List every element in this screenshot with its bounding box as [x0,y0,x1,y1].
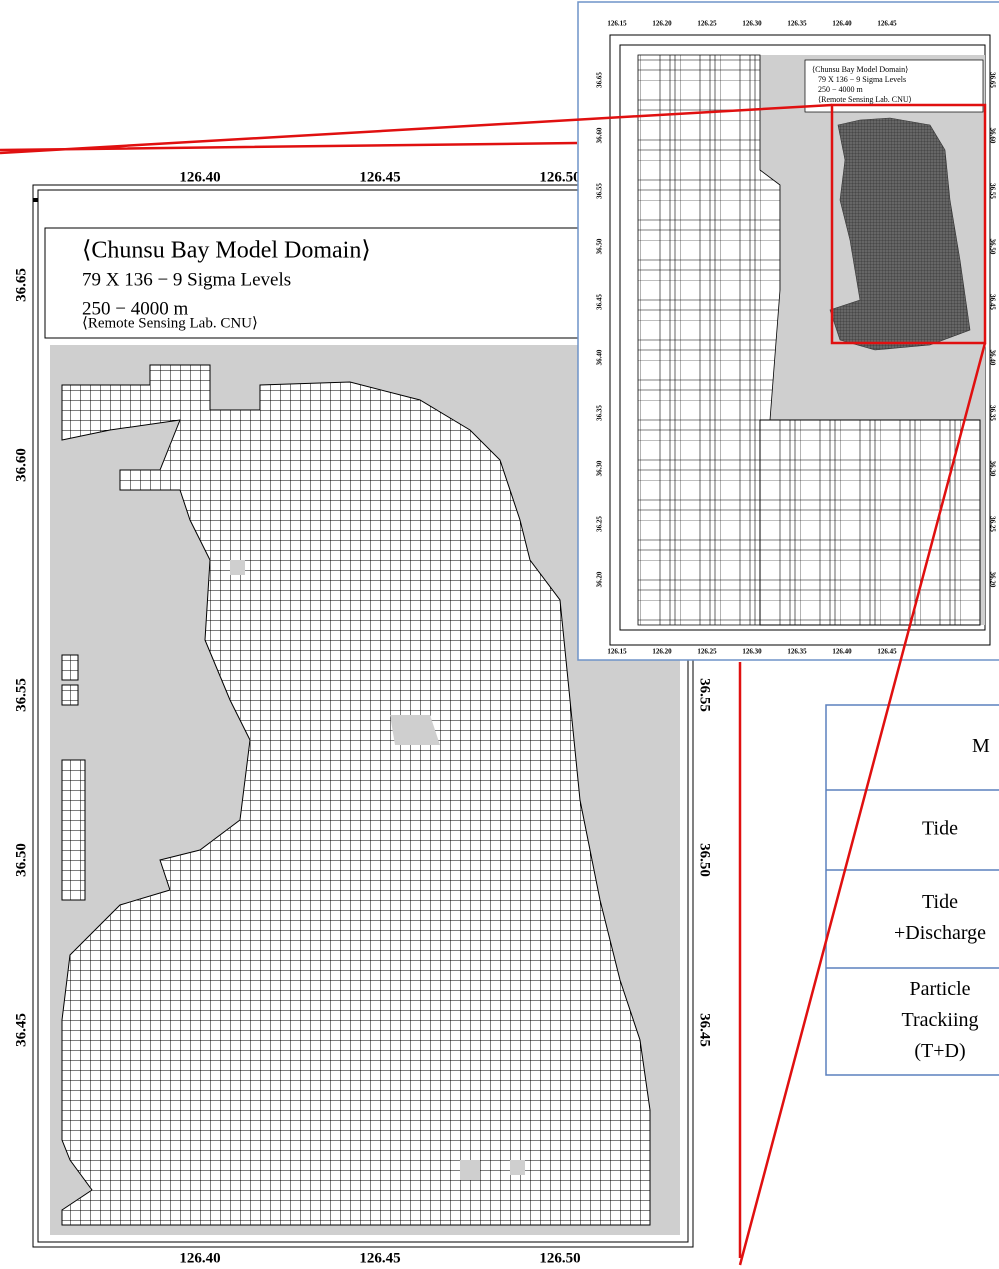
table-cell-text: Particle [909,978,970,1000]
y-tick-label: 36.65 [988,72,996,88]
y-tick-label: 36.45 [596,294,604,310]
x-tick-label: 126.15 [607,20,627,28]
x-tick-label: 126.15 [607,648,627,656]
inset-legend-text: ⟨Chunsu Bay Model Domain⟩ [812,65,908,74]
y-tick-label: 36.40 [988,350,996,366]
x-tick-label: 126.25 [697,648,717,656]
x-tick-label: 126.50 [539,169,580,185]
y-tick-label: 36.45 [988,294,996,310]
x-tick-label: 126.30 [742,648,762,656]
y-tick-label: 36.65 [13,268,29,302]
y-tick-label: 36.45 [697,1013,713,1047]
y-tick-label: 36.55 [596,183,604,199]
y-tick-label: 36.30 [596,460,604,476]
y-tick-label: 36.60 [988,128,996,144]
y-tick-label: 36.35 [988,405,996,421]
x-tick-label: 126.45 [877,648,897,656]
y-tick-label: 36.20 [596,571,604,587]
y-tick-label: 36.40 [596,349,604,365]
y-tick-label: 36.25 [988,516,996,532]
figure: 126.40 126.45 126.50 126.40 126.45 126.50 36.6… [0,0,999,1269]
x-tick-label: 126.30 [742,20,762,28]
x-tick-label: 126.40 [179,169,220,185]
y-tick-label: 36.35 [596,405,604,421]
y-tick-label: 36.60 [13,448,29,482]
y-tick-label: 36.30 [988,461,996,477]
x-tick-label: 126.45 [359,1250,400,1266]
legend-text: ⟨Chunsu Bay Model Domain⟩ [82,238,371,264]
x-tick-label: 126.20 [652,648,672,656]
table-cell-text: M [972,735,990,757]
x-tick-label: 126.35 [787,648,807,656]
y-tick-label: 36.55 [697,678,713,712]
x-tick-label: 126.50 [539,1250,580,1266]
table-cell-text: +Discharge [894,922,986,944]
x-tick-label: 126.40 [832,648,852,656]
y-tick-label: 36.25 [596,516,604,532]
table-cell-text: (T+D) [914,1040,965,1062]
table-cell-text: Trackiing [901,1009,978,1031]
y-tick-label: 36.50 [596,238,604,254]
x-tick-label: 126.45 [359,169,400,185]
y-tick-label: 36.50 [13,843,29,877]
legend-text: 79 X 136 − 9 Sigma Levels [82,269,291,290]
table: M Tide Tide +Discharge Particle Trackiing (T+D… [826,705,999,1075]
y-tick-label: 36.20 [988,572,996,588]
inset-legend-text: 250 − 4000 m [818,85,864,94]
x-tick-label: 126.40 [179,1250,220,1266]
y-tick-label: 36.45 [13,1013,29,1047]
inset-legend-text: 79 X 136 − 9 Sigma Levels [818,75,906,84]
y-tick-label: 36.60 [596,127,604,143]
y-tick-label: 36.50 [697,843,713,877]
x-tick-label: 126.45 [877,20,897,28]
table-cell-text: Tide [922,891,958,913]
inset-panel: 126.15 126.20 126.25 126.30 126.35 126.40 126.… [578,2,999,660]
inset-legend-text: ⟨Remote Sensing Lab. CNU⟩ [818,95,912,104]
x-tick-label: 126.35 [787,20,807,28]
x-tick-label: 126.25 [697,20,717,28]
y-tick-label: 36.50 [988,239,996,255]
legend-text: ⟨Remote Sensing Lab. CNU⟩ [82,315,258,331]
y-tick-label: 36.65 [596,72,604,88]
table-cell-text: Tide [922,818,958,840]
x-tick-label: 126.20 [652,20,672,28]
x-tick-label: 126.40 [832,20,852,28]
y-tick-label: 36.55 [988,183,996,199]
y-tick-label: 36.55 [13,678,29,712]
